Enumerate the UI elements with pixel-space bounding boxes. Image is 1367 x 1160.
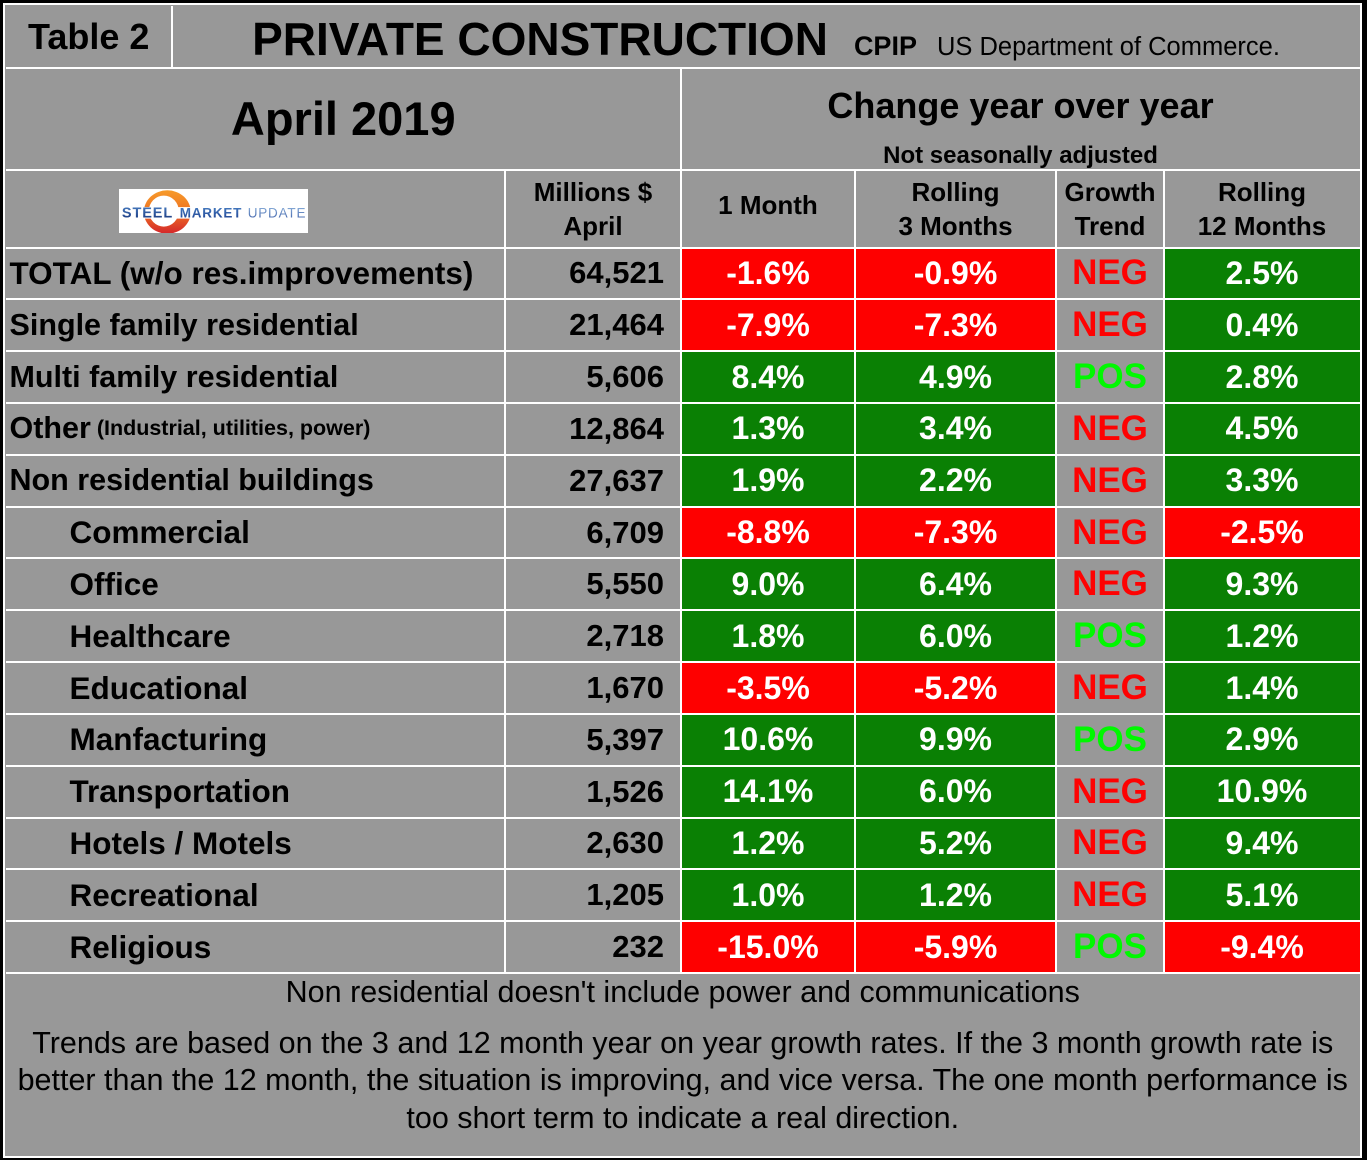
- svg-text:STEEL: STEEL: [122, 206, 173, 222]
- svg-text:UPDATE: UPDATE: [247, 206, 306, 221]
- svg-text:MARKET: MARKET: [179, 206, 242, 221]
